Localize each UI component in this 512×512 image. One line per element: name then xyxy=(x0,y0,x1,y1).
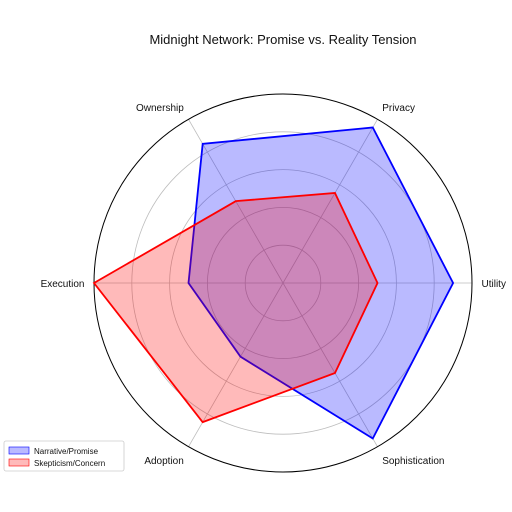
axis-label-sophistication: Sophistication xyxy=(382,456,444,467)
radar-series xyxy=(92,126,455,440)
axis-label-execution: Execution xyxy=(41,279,85,290)
spoke-sophistication xyxy=(282,282,378,447)
series-narrative-area xyxy=(187,126,455,440)
axis-labels: Utility Privacy Ownership Execution Adoption… xyxy=(41,103,506,467)
legend-swatch-narrative xyxy=(8,446,30,455)
chart-title: Midnight Network: Promise vs. Reality Te… xyxy=(149,32,416,47)
legend-box xyxy=(3,440,125,472)
series-skepticism-area xyxy=(92,192,379,424)
legend-item-narrative: Narrative/Promise xyxy=(8,446,99,456)
spoke-adoption xyxy=(188,282,284,447)
legend-swatch-skepticism xyxy=(8,458,30,467)
legend-label-narrative: Narrative/Promise xyxy=(34,447,99,456)
axis-label-utility: Utility xyxy=(482,279,506,290)
axis-label-privacy: Privacy xyxy=(382,103,415,114)
spoke-privacy xyxy=(282,119,378,284)
radar-grid xyxy=(93,93,473,473)
axis-label-ownership: Ownership xyxy=(136,103,184,114)
legend-item-skepticism: Skepticism/Concern xyxy=(8,458,105,468)
legend-label-skepticism: Skepticism/Concern xyxy=(34,459,105,468)
legend: Narrative/Promise Skepticism/Concern xyxy=(3,440,125,472)
axis-label-adoption: Adoption xyxy=(144,456,183,467)
